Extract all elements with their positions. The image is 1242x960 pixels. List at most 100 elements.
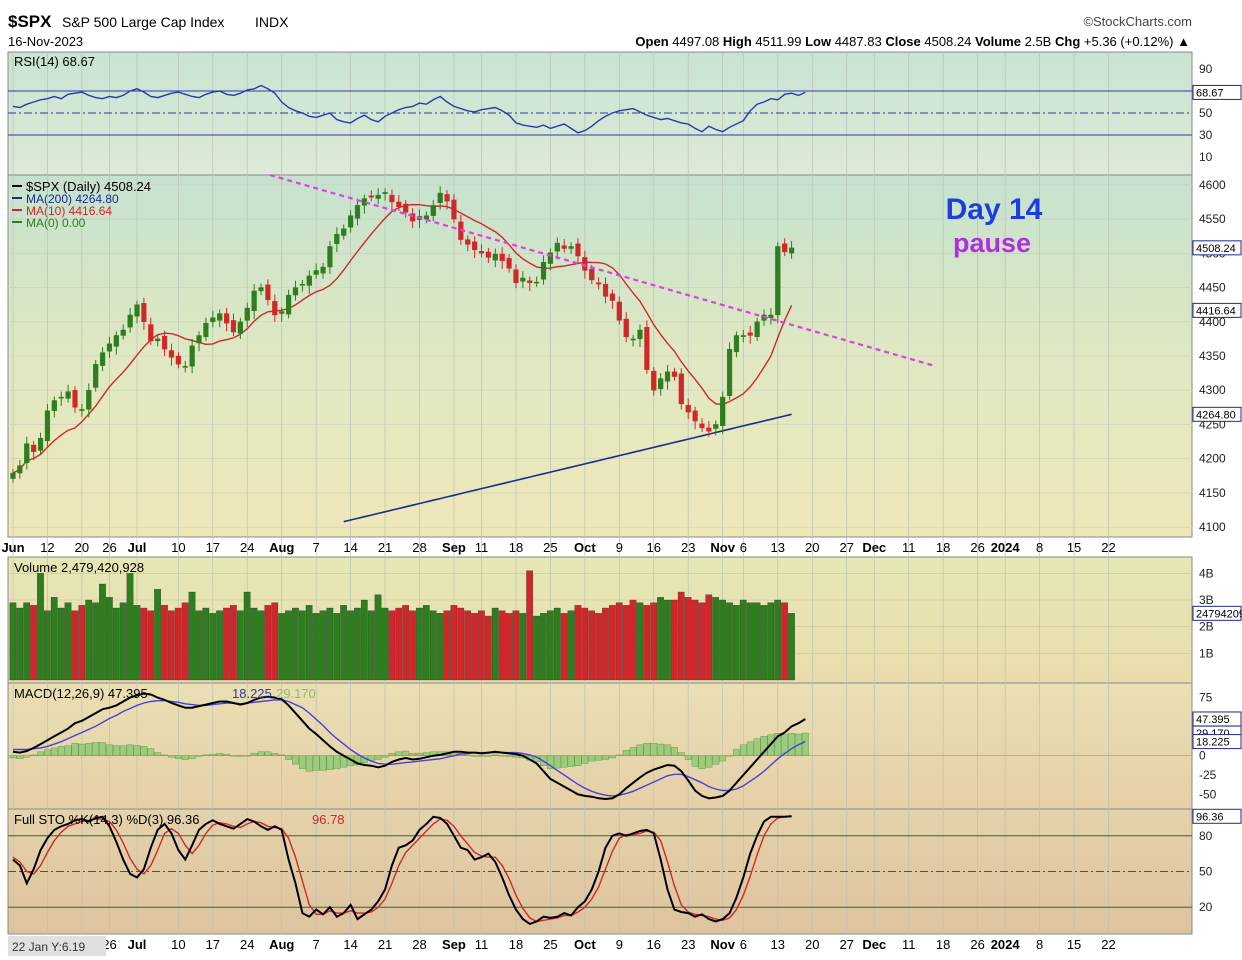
volume-bar (50, 597, 58, 681)
bottom-x-tick-label: 13 (771, 937, 785, 952)
bottom-x-tick-label: 27 (839, 937, 853, 952)
candle-body (51, 400, 57, 411)
macd-histogram-bar (57, 746, 65, 756)
volume-bar (643, 605, 651, 681)
footer-note: 22 Jan Y:6.19 (12, 940, 86, 954)
candle-body (726, 348, 733, 396)
macd-histogram-bar (223, 753, 230, 756)
volume-bar (512, 610, 520, 681)
rsi-y-tick: 90 (1199, 62, 1213, 76)
macd-histogram-bar (643, 743, 651, 756)
macd-value-tag: 47.395 (1196, 714, 1230, 726)
candle-body (141, 303, 147, 322)
volume-bar (64, 602, 72, 681)
macd-y-tick: -25 (1199, 768, 1217, 782)
candle-body (699, 423, 705, 429)
x-tick-label: Oct (574, 540, 596, 555)
volume-bar (319, 610, 327, 681)
volume-bar (285, 610, 292, 681)
volume-bar (409, 610, 416, 681)
volume-bar (264, 605, 272, 681)
candle-body (478, 251, 485, 254)
volume-bar (161, 605, 168, 681)
candle-body (637, 329, 643, 340)
bottom-x-tick-label: 18 (936, 937, 950, 952)
bottom-x-tick-label: 2024 (991, 937, 1021, 952)
macd-histogram-bar (312, 755, 320, 771)
volume-bar (636, 602, 644, 681)
volume-bar (574, 605, 582, 681)
footer-box (8, 936, 106, 956)
macd-histogram-bar (719, 755, 727, 762)
x-tick-label: 13 (771, 540, 785, 555)
x-tick-label: 11 (902, 540, 916, 555)
macd-histogram-bar (553, 755, 561, 769)
candle-body (113, 335, 119, 347)
x-tick-label: 10 (171, 540, 185, 555)
macd-histogram-bar (230, 755, 237, 757)
volume-bar (767, 602, 775, 681)
candle-body (754, 321, 760, 338)
candle-body (148, 324, 154, 342)
bottom-x-tick-label: 11 (902, 937, 916, 952)
x-tick-label: 9 (616, 540, 623, 555)
volume-bar (746, 602, 754, 681)
candle-body (423, 215, 430, 220)
candle-body (527, 280, 533, 283)
macd-histogram-bar (629, 746, 637, 756)
candle-body (182, 366, 188, 368)
volume-bar (657, 597, 664, 681)
candle-body (437, 192, 443, 203)
macd-signal-legend: 18.225 (232, 686, 272, 701)
volume-bar (326, 607, 334, 681)
x-tick-label: 20 (805, 540, 819, 555)
candle-body (678, 373, 684, 405)
rsi-value-tag-box (1192, 84, 1242, 100)
macd-histogram-bar (30, 754, 38, 756)
candle-body (334, 233, 340, 244)
volume-bar (374, 594, 382, 681)
macd-histogram-bar (560, 755, 568, 768)
macd-histogram-bar (374, 755, 382, 760)
candle-body (506, 257, 512, 269)
macd-y-tick: -50 (1199, 787, 1217, 801)
macd-histogram-bar (712, 755, 720, 765)
candle-body (664, 371, 671, 382)
macd-histogram-bar (547, 755, 554, 770)
macd-histogram-bar (615, 754, 623, 756)
volume-bar (181, 602, 189, 681)
candle-body (644, 327, 650, 370)
price-y-tick: 4100 (1199, 520, 1226, 534)
price-legend: MA(10) 4416.64 (26, 204, 112, 218)
rsi-y-tick: 10 (1199, 150, 1213, 164)
volume-bar (312, 613, 320, 681)
macd-histogram-bar (657, 743, 665, 756)
volume-bar (278, 613, 285, 681)
index-name: S&P 500 Large Cap Index (62, 14, 224, 30)
volume-bar (360, 599, 368, 681)
candle-body (499, 253, 505, 262)
volume-bar (298, 610, 306, 681)
macd-y-tick: 75 (1199, 691, 1213, 705)
candle-body (623, 318, 629, 338)
bottom-x-tick-label: 28 (412, 937, 426, 952)
macd-histogram-bar (106, 744, 113, 756)
candle-body (306, 275, 312, 286)
macd-histogram-bar (154, 752, 162, 756)
x-tick-label: 18 (509, 540, 523, 555)
ma10-line (12, 203, 793, 474)
price-y-tick: 4150 (1199, 486, 1226, 500)
volume-bar (140, 607, 148, 681)
x-tick-label: 26 (102, 540, 116, 555)
candle-body (472, 241, 478, 251)
candle-body (168, 350, 175, 358)
volume-y-tick: 4B (1199, 566, 1214, 580)
macd-histogram-bar (16, 755, 24, 759)
chart-marks (8, 84, 1192, 926)
volume-bar (464, 610, 471, 681)
macd-histogram-bar (788, 733, 795, 756)
candle-body (706, 427, 712, 432)
x-tick-label: Jun (1, 540, 24, 555)
volume-bar (622, 605, 630, 681)
